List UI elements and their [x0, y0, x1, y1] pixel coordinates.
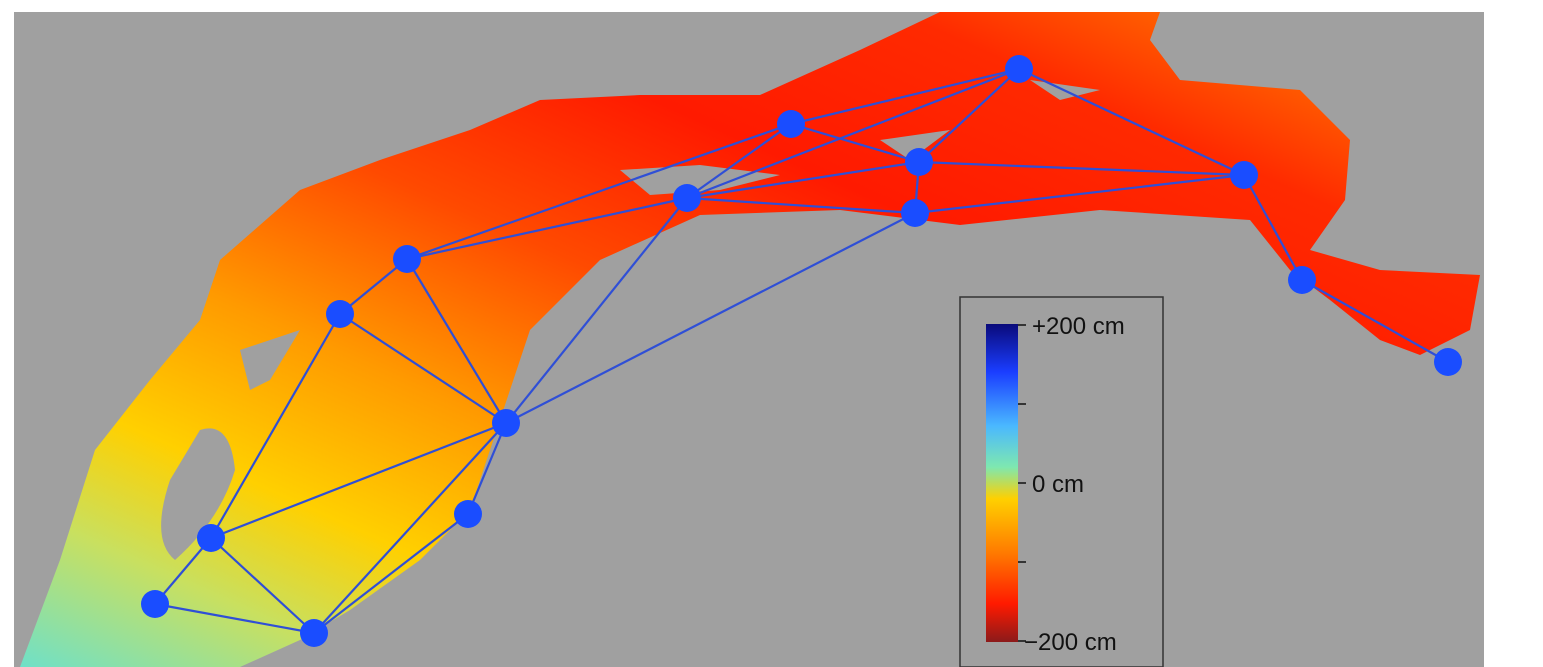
network-edge — [686, 160, 920, 200]
station-node — [905, 148, 933, 176]
network-edge — [154, 537, 212, 605]
network-edge — [466, 422, 508, 515]
station-node — [300, 619, 328, 647]
network-edge — [686, 123, 792, 199]
station-node — [197, 524, 225, 552]
network-edge — [313, 513, 469, 634]
station-node — [492, 409, 520, 437]
network-edge — [406, 258, 507, 424]
network-edge — [210, 421, 507, 540]
water-patch-4 — [880, 130, 950, 160]
network-edge — [686, 67, 1020, 200]
network-edge — [505, 197, 688, 424]
network-edge — [1018, 68, 1245, 176]
station-node — [1230, 161, 1258, 189]
network-edges — [154, 67, 1449, 635]
legend: +200 cm 0 cm −200 cm — [959, 296, 1164, 667]
network-edge — [790, 122, 920, 164]
water-patch-2 — [240, 330, 300, 390]
network-edge — [339, 313, 507, 424]
water-patch-1 — [161, 428, 235, 560]
legend-colorbar — [986, 324, 1018, 642]
network-edge — [914, 173, 1245, 215]
water-patch-3 — [620, 165, 780, 195]
station-node — [673, 184, 701, 212]
land-area — [20, 12, 1480, 667]
station-node — [141, 590, 169, 618]
network-edge — [406, 196, 688, 261]
network-edge — [210, 313, 341, 539]
station-node — [1005, 55, 1033, 83]
network-edge — [686, 196, 916, 215]
network-edge — [918, 160, 1245, 177]
network-edge — [406, 122, 792, 261]
station-node — [1434, 348, 1462, 376]
station-node — [326, 300, 354, 328]
station-node — [901, 199, 929, 227]
network-edge — [505, 212, 916, 424]
station-node — [1288, 266, 1316, 294]
network-edge — [154, 602, 315, 635]
network-edge — [790, 67, 1020, 126]
network-nodes — [141, 55, 1462, 647]
legend-top-label: +200 cm — [1032, 313, 1125, 340]
station-node — [393, 245, 421, 273]
station-node — [454, 500, 482, 528]
network-edge — [918, 68, 1020, 163]
network-edge — [1243, 174, 1303, 281]
legend-bottom-label: −200 cm — [1024, 629, 1117, 656]
network-edge — [1301, 279, 1449, 363]
network-edge — [313, 422, 507, 634]
network-edge — [210, 537, 315, 634]
network-edge — [339, 258, 408, 315]
station-node — [777, 110, 805, 138]
legend-mid-label: 0 cm — [1032, 471, 1084, 498]
